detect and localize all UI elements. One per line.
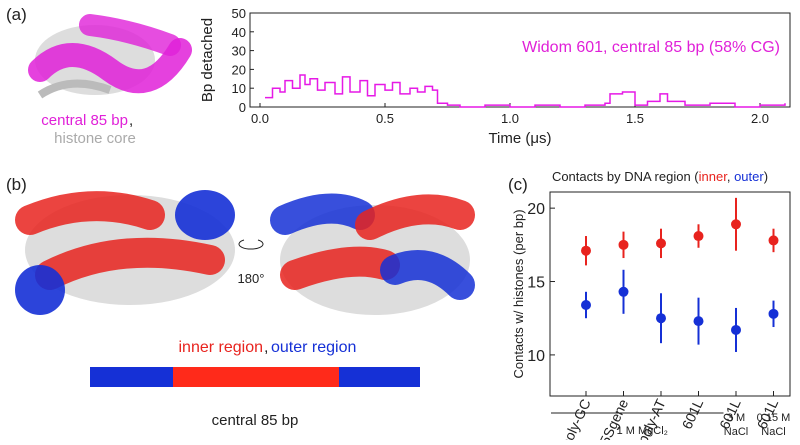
caption: central 85 bp [41, 112, 128, 129]
line-series [265, 74, 786, 108]
group-label: NaCl [761, 426, 785, 438]
bar-outer [339, 367, 420, 387]
caption: , [264, 339, 268, 356]
point [693, 231, 704, 242]
x-tick-label: 0.5 [376, 111, 394, 126]
x-tick-label: 1.0 [501, 111, 519, 126]
y-tick-label: 20 [232, 62, 246, 77]
bar-inner [173, 367, 339, 387]
rotation-arrow [238, 239, 264, 250]
x-axis-label: Time (μs) [488, 130, 551, 147]
caption: central 85 bp [212, 412, 299, 429]
title-part: , [727, 169, 734, 184]
y-tick-label: 0 [239, 100, 246, 115]
point [581, 300, 591, 311]
title-part: outer [734, 169, 764, 184]
y-axis-label: Contacts w/ histones (per bp) [511, 209, 526, 378]
x-tick-label: poly-GC [558, 397, 594, 440]
y-tick-label: 10 [527, 348, 545, 365]
group-label: 1 M MgCl₂ [617, 425, 668, 437]
point [656, 313, 666, 324]
y-tick-label: 50 [232, 6, 246, 21]
x-tick-label: 601L [679, 396, 707, 431]
y-tick-label: 15 [527, 275, 545, 292]
chart-title: Contacts by DNA region (inner, outer) [552, 169, 768, 184]
panel-label: (c) [508, 175, 528, 194]
y-tick-label: 30 [232, 44, 246, 59]
title-part: Contacts by DNA region ( [552, 169, 699, 184]
annotation: Widom 601, central 85 bp (58% CG) [522, 39, 780, 56]
molecule-b-left [15, 190, 235, 315]
x-tick-label: 1.5 [626, 111, 644, 126]
x-tick-label: 0.0 [251, 111, 269, 126]
caption: , [129, 112, 133, 129]
molecule-a [28, 14, 192, 99]
x-tick-label: 2.0 [751, 111, 769, 126]
point [693, 316, 704, 327]
point [731, 324, 741, 335]
panel-label: (a) [6, 5, 27, 24]
title-part: inner [699, 169, 729, 184]
point [656, 238, 666, 249]
legend-inner: inner region [179, 339, 264, 356]
y-tick-label: 10 [232, 81, 246, 96]
point [768, 235, 779, 246]
caption: histone core [54, 130, 136, 147]
point [618, 286, 629, 297]
title-part: ) [764, 169, 768, 184]
point [618, 239, 629, 250]
y-axis-label: Bp detached [199, 18, 216, 102]
molecule-b-right [270, 193, 475, 315]
legend-outer: outer region [271, 339, 356, 356]
plot-frame [549, 191, 791, 397]
y-tick-label: 40 [232, 25, 246, 40]
rotation-label: 180° [238, 271, 265, 286]
point [731, 219, 741, 230]
group-label: 0.15 M [757, 412, 791, 424]
point [581, 245, 591, 256]
point [768, 308, 779, 319]
group-label: 3 M [727, 412, 745, 424]
bar-outer [90, 367, 173, 387]
y-tick-label: 20 [527, 201, 545, 218]
plot-frame [249, 12, 791, 108]
group-label: NaCl [724, 426, 748, 438]
panel-label: (b) [6, 175, 27, 194]
